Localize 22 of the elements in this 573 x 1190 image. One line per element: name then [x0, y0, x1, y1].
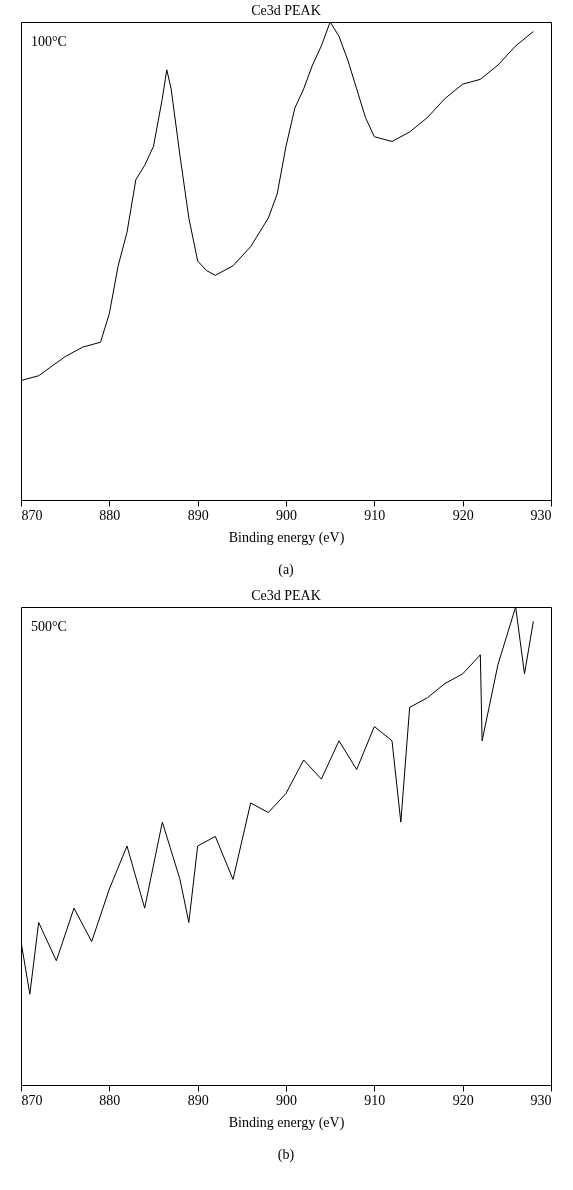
x-tick-label: 930	[530, 507, 552, 523]
text: (a)	[278, 562, 295, 578]
x-tick-label: 910	[364, 507, 386, 523]
annotation: 100°C	[31, 34, 67, 49]
annotation: 500°C	[31, 619, 67, 634]
x-tick-label: 920	[452, 1092, 474, 1108]
x-axis-title: Binding energy (eV)	[228, 529, 345, 546]
x-tick-label: 880	[99, 1092, 121, 1108]
x-tick-label: 890	[187, 507, 209, 523]
x-tick-label: 870	[21, 507, 43, 523]
text: (b)	[277, 1147, 295, 1163]
x-tick-label: 900	[276, 1092, 297, 1108]
x-tick-label: 930	[530, 1092, 552, 1108]
x-axis-title: Binding energy (eV)	[228, 1114, 345, 1131]
x-tick-label: 870	[21, 1092, 43, 1108]
x-tick-label: 880	[99, 507, 121, 523]
x-tick-label: 910	[364, 1092, 386, 1108]
x-tick-label: 920	[452, 507, 474, 523]
x-tick-label: 900	[276, 507, 297, 523]
chart-title: Ce3d PEAK	[251, 588, 321, 603]
chart-title: Ce3d PEAK	[251, 3, 321, 18]
x-tick-label: 890	[187, 1092, 209, 1108]
